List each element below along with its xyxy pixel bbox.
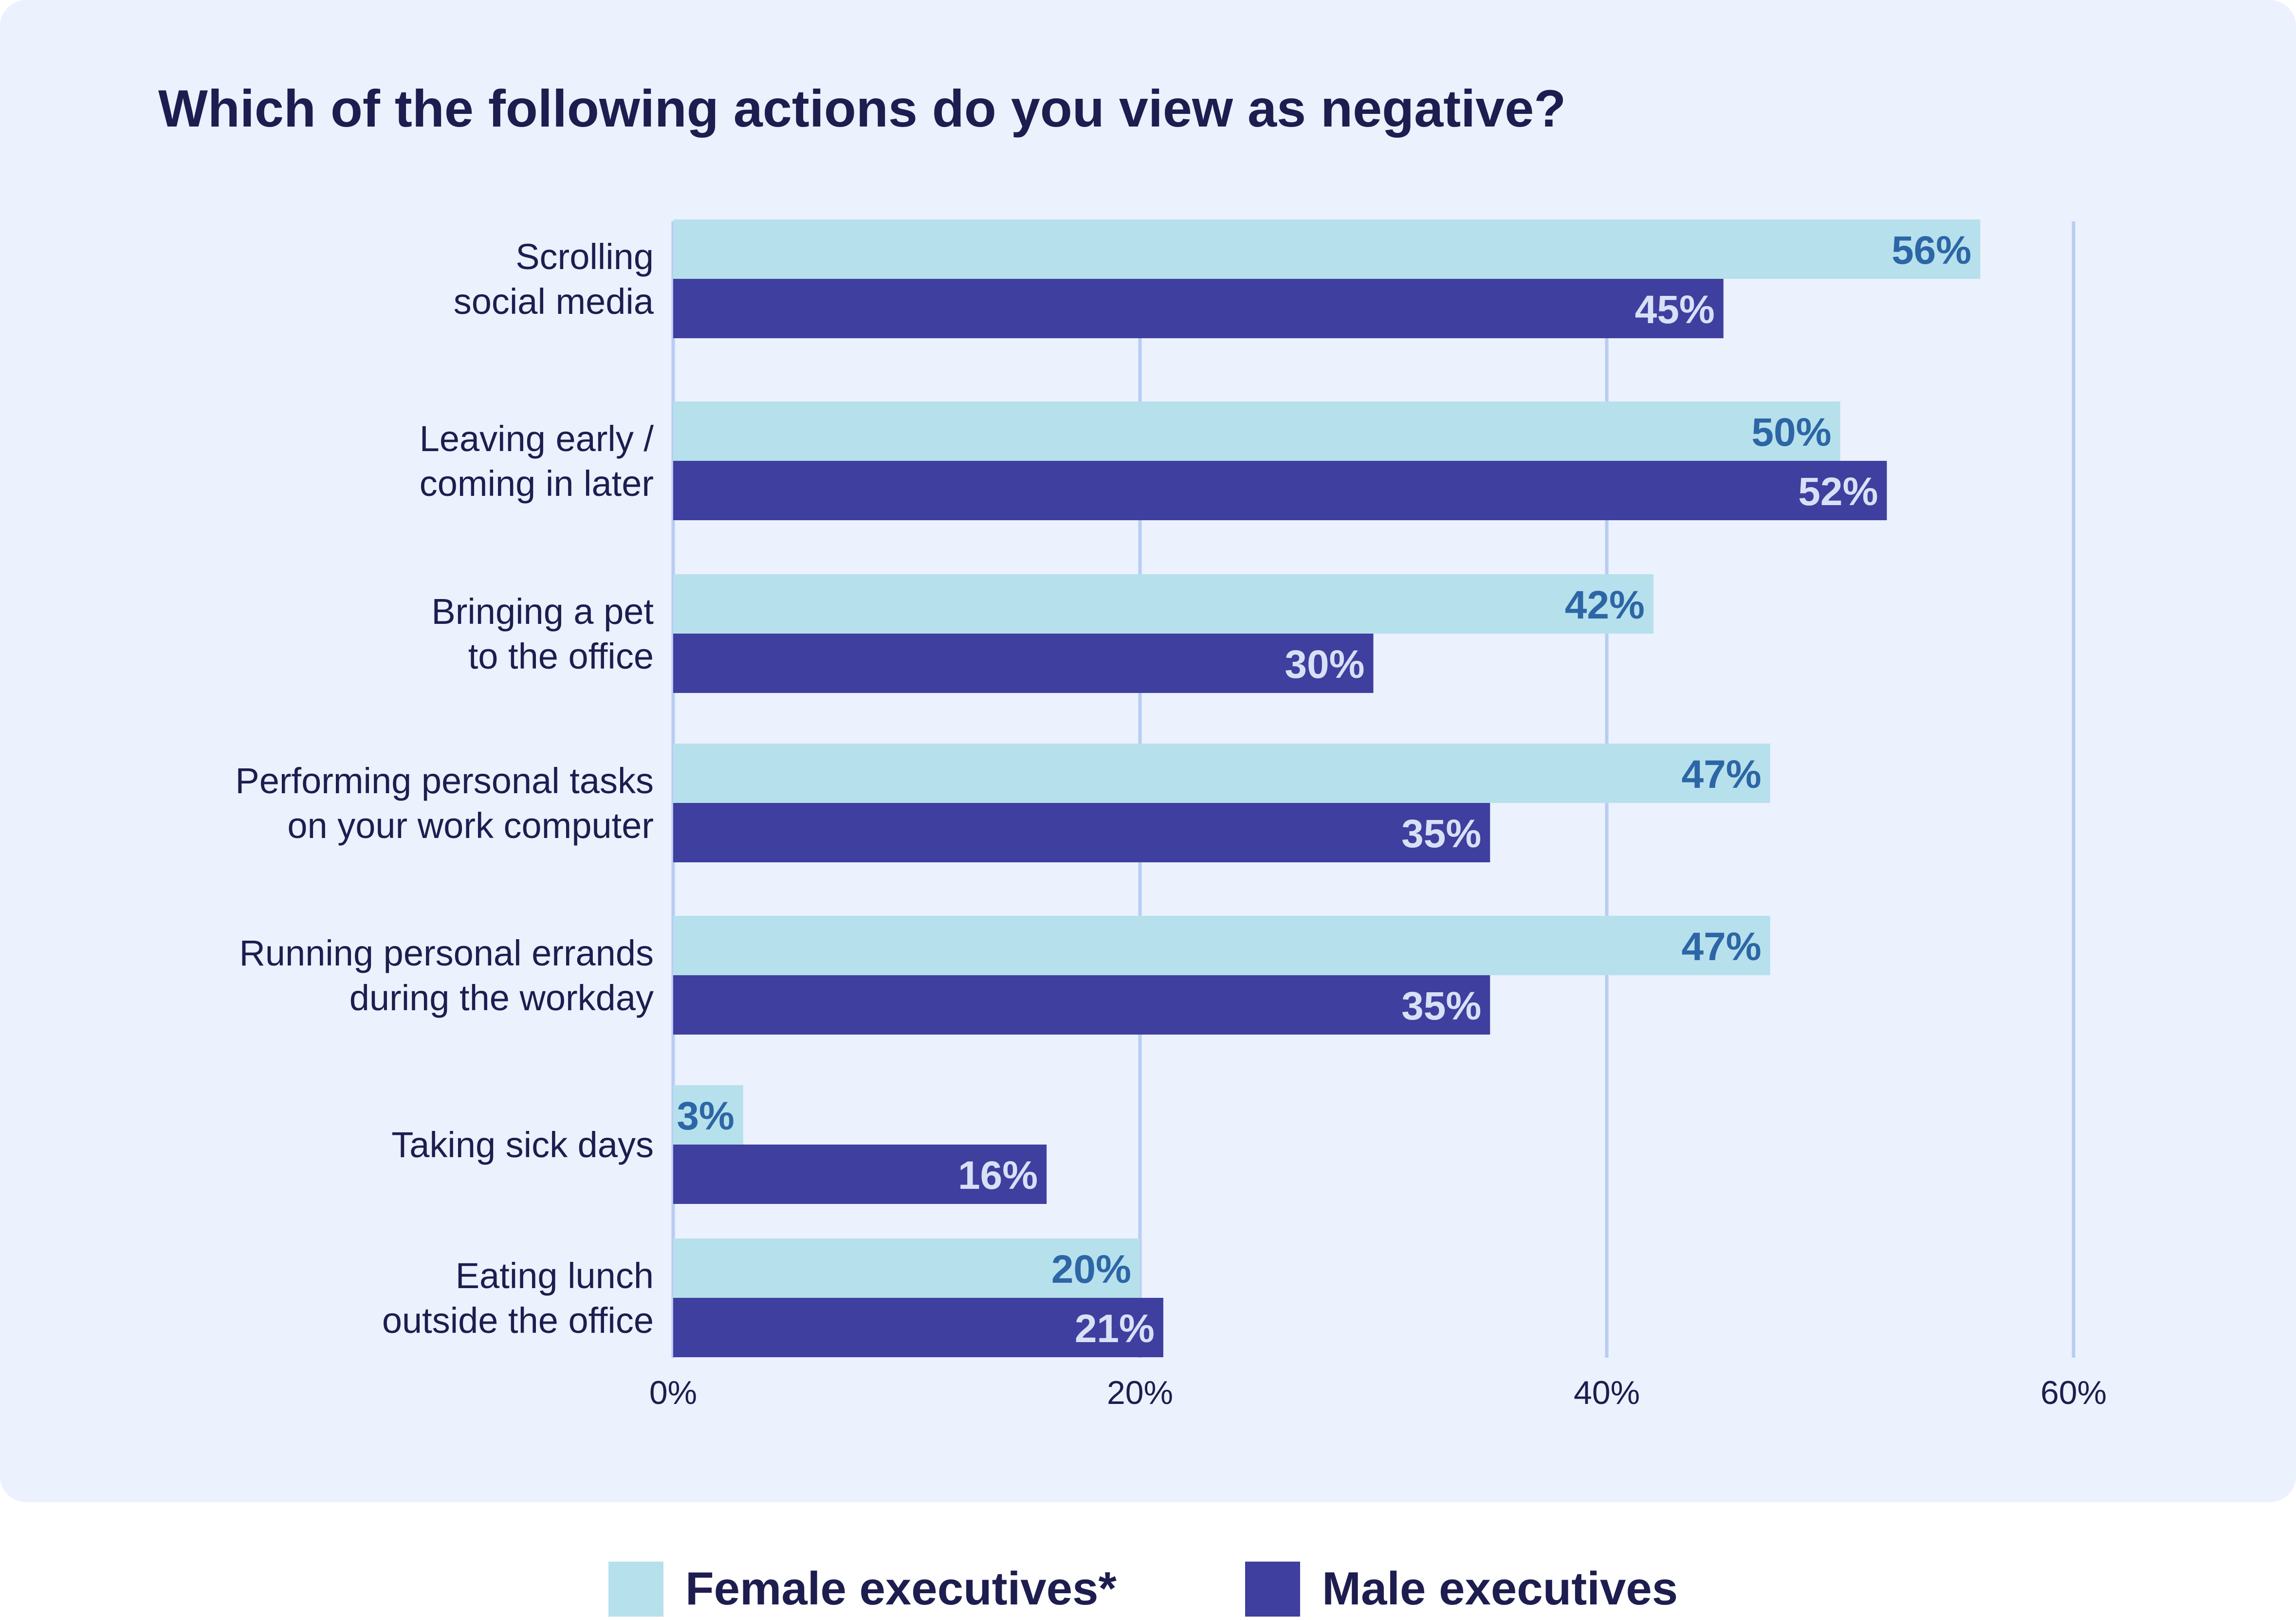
- legend-item-female: Female executives*: [608, 1561, 1117, 1617]
- bar-female-6: [673, 1238, 1140, 1298]
- bar-male-5: [673, 1145, 1047, 1204]
- data-label-male-6: 21%: [1075, 1307, 1155, 1351]
- bar-female-0: [673, 219, 1981, 279]
- category-label-0-1: social media: [454, 281, 654, 322]
- category-label-5-0: Taking sick days: [391, 1125, 654, 1165]
- category-label-6-0: Eating lunch: [456, 1256, 654, 1296]
- category-label-2-1: to the office: [468, 636, 654, 676]
- bar-male-6: [673, 1298, 1163, 1357]
- x-tick-label-1: 20%: [1107, 1374, 1173, 1411]
- data-label-female-2: 42%: [1565, 583, 1645, 627]
- legend-swatch-female: [608, 1561, 663, 1617]
- data-label-female-5: 3%: [677, 1094, 735, 1138]
- bar-female-5: [673, 1085, 743, 1145]
- category-label-4-1: during the workday: [349, 978, 654, 1018]
- data-label-male-0: 45%: [1635, 288, 1715, 332]
- bar-female-3: [673, 744, 1770, 803]
- chart-legend: Female executives* Male executives: [0, 1557, 2296, 1617]
- category-label-3-0: Performing personal tasks: [235, 761, 654, 801]
- x-tick-label-0: 0%: [649, 1374, 697, 1411]
- data-label-female-1: 50%: [1751, 410, 1831, 455]
- data-label-female-0: 56%: [1892, 228, 1971, 273]
- category-label-1-1: coming in later: [420, 463, 654, 504]
- legend-label-female: Female executives*: [685, 1563, 1117, 1615]
- legend-label-male: Male executives: [1322, 1563, 1678, 1615]
- legend-item-male: Male executives: [1245, 1561, 1678, 1617]
- category-label-1-0: Leaving early /: [420, 419, 654, 459]
- category-label-2-0: Bringing a pet: [431, 591, 654, 632]
- bar-female-4: [673, 916, 1770, 975]
- data-label-male-2: 30%: [1285, 642, 1364, 687]
- chart-title: Which of the following actions do you vi…: [158, 79, 1566, 138]
- bar-chart: 56% 50% 42% 47% 47% 3% 20% 45% 52% 30% 35% 35% 16% 21…: [235, 219, 2107, 1411]
- category-label-3-1: on your work computer: [287, 805, 654, 846]
- category-label-6-1: outside the office: [382, 1300, 654, 1341]
- x-tick-label-2: 40%: [1574, 1374, 1640, 1411]
- category-label-0-0: Scrolling: [515, 237, 654, 277]
- data-label-male-1: 52%: [1798, 470, 1878, 514]
- data-label-male-5: 16%: [958, 1153, 1038, 1198]
- x-tick-label-3: 60%: [2040, 1374, 2107, 1411]
- bar-female-2: [673, 574, 1653, 634]
- bar-male-1: [673, 461, 1887, 520]
- chart-card: Which of the following actions do you vi…: [0, 0, 2296, 1502]
- data-label-female-4: 47%: [1682, 925, 1762, 969]
- category-label-4-0: Running personal errands: [239, 933, 654, 973]
- data-label-male-4: 35%: [1401, 984, 1481, 1028]
- bar-female-1: [673, 401, 1840, 461]
- bar-male-2: [673, 634, 1374, 693]
- legend-swatch-male: [1245, 1561, 1300, 1617]
- data-label-male-3: 35%: [1401, 812, 1481, 856]
- bar-male-4: [673, 975, 1490, 1035]
- bar-male-0: [673, 279, 1724, 338]
- bar-male-3: [673, 803, 1490, 862]
- data-label-female-3: 47%: [1682, 752, 1762, 797]
- data-label-female-6: 20%: [1051, 1247, 1131, 1292]
